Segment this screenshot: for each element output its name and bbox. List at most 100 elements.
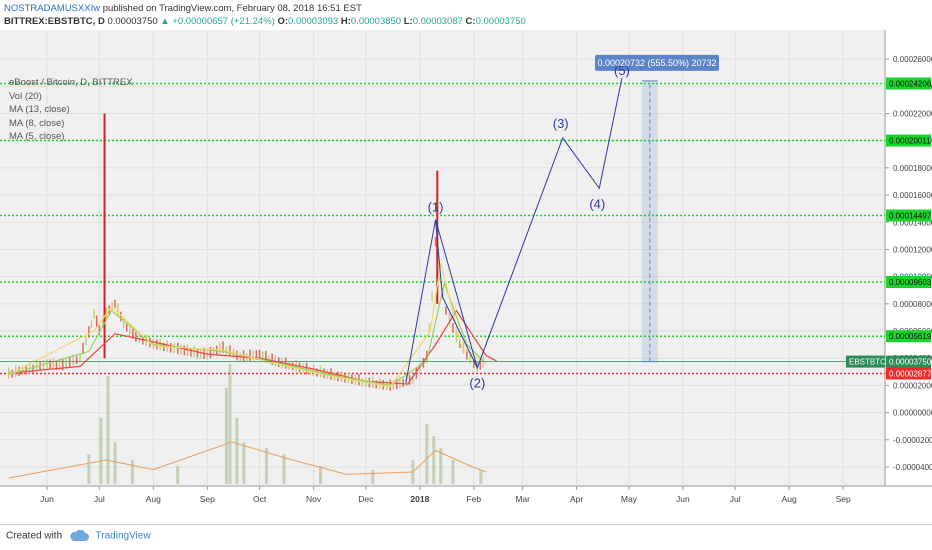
level-tag-label: 0.00002877 bbox=[889, 369, 932, 378]
y-tick-label: -0.00004000 bbox=[893, 463, 932, 472]
symbol-tag bbox=[846, 355, 885, 368]
level-tag bbox=[886, 330, 931, 343]
y-tick-label: 0.00016000 bbox=[893, 191, 932, 200]
level-tag bbox=[886, 134, 931, 147]
created-with-text: Created with bbox=[6, 530, 63, 542]
wave-label: (1) bbox=[428, 200, 444, 215]
x-tick-label: Aug bbox=[146, 494, 161, 504]
volume-bar bbox=[282, 454, 286, 484]
x-tick-label: 2018 bbox=[410, 494, 429, 504]
plot-background bbox=[0, 30, 885, 486]
y-tick-label: -0.00002000 bbox=[893, 436, 932, 445]
y-tick-label: 0.00012000 bbox=[893, 245, 932, 254]
measure-label-box bbox=[595, 54, 719, 71]
x-tick-label: Feb bbox=[467, 494, 482, 504]
high-value: 0.00003850 bbox=[350, 16, 402, 27]
volume-ma-line bbox=[8, 441, 487, 479]
low-value: 0.00003087 bbox=[412, 16, 463, 27]
open-value: 0.00003093 bbox=[288, 16, 339, 27]
close-value: 0.00003750 bbox=[475, 16, 526, 27]
elliott-wave-path bbox=[405, 78, 623, 383]
high-label: H: bbox=[340, 16, 351, 27]
tradingview-brand[interactable]: TradingView bbox=[95, 530, 151, 542]
level-tag-label: 0.00005619 bbox=[889, 332, 932, 341]
footer: Created with TradingView bbox=[0, 524, 932, 550]
volume-bar bbox=[439, 448, 443, 484]
price-axis-background bbox=[885, 30, 932, 486]
level-tag bbox=[886, 77, 931, 90]
volume-bar bbox=[432, 436, 436, 484]
x-tick-label: Apr bbox=[570, 494, 583, 504]
x-tick-label: Mar bbox=[515, 494, 530, 504]
x-tick-label: May bbox=[621, 494, 638, 504]
moving-average-line bbox=[8, 262, 487, 388]
level-tag bbox=[886, 209, 931, 222]
level-tag-label: 0.00014497 bbox=[889, 211, 932, 220]
x-tick-label: Jul bbox=[730, 494, 741, 504]
volume-bar bbox=[130, 460, 134, 484]
last-price-tag-label: 0.00003750 bbox=[889, 358, 932, 367]
x-tick-label: Aug bbox=[782, 494, 797, 504]
y-tick-label: 0.00000000 bbox=[893, 409, 932, 418]
volume-bar bbox=[479, 469, 483, 484]
volume-bar bbox=[242, 442, 246, 484]
level-tag bbox=[886, 367, 931, 380]
y-tick-label: 0.00008000 bbox=[893, 300, 932, 309]
x-tick-label: Jul bbox=[94, 494, 105, 504]
legend-ma13[interactable]: MA (13, close) bbox=[9, 104, 70, 115]
low-label: L: bbox=[403, 16, 413, 27]
volume-bar bbox=[113, 442, 117, 484]
y-tick-label: 0.00018000 bbox=[893, 164, 932, 173]
chart-header: NOSTRADAMUSXXIw published on TradingView… bbox=[0, 0, 932, 28]
legend-vol[interactable]: Vol (20) bbox=[9, 90, 42, 102]
symbol-label: BITTREX:EBSTBTC, D bbox=[4, 16, 105, 27]
legend-ma5[interactable]: MA (5, close) bbox=[9, 131, 65, 142]
volume-bar bbox=[99, 418, 103, 484]
wave-label: (4) bbox=[589, 196, 605, 211]
volume-bar bbox=[425, 424, 429, 484]
y-tick-label: 0.00014000 bbox=[893, 218, 932, 227]
chart-legend: eBoost / Bitcoin, D, BITTREX Vol (20) MA… bbox=[9, 76, 133, 144]
created-with: Created with TradingView bbox=[6, 530, 151, 542]
x-tick-label: Sep bbox=[200, 494, 215, 504]
x-tick-label: Sep bbox=[836, 494, 851, 504]
wave-label: (3) bbox=[553, 116, 569, 131]
chart-area[interactable]: 0.000260000.000240000.000220000.00020000… bbox=[0, 30, 932, 516]
volume-bar bbox=[319, 466, 323, 484]
y-tick-label: 0.00026000 bbox=[893, 55, 932, 64]
x-tick-label: Jun bbox=[676, 494, 690, 504]
volume-bar bbox=[228, 364, 232, 484]
tradingview-cloud-icon bbox=[70, 530, 89, 541]
volume-bar bbox=[371, 469, 375, 484]
level-tag-label: 0.00009603 bbox=[889, 278, 932, 287]
open-label: O: bbox=[277, 16, 289, 27]
level-tag-label: 0.00024206 bbox=[889, 80, 932, 89]
x-tick-label: Nov bbox=[306, 494, 322, 504]
price-chart[interactable]: 0.000260000.000240000.000220000.00020000… bbox=[0, 30, 932, 516]
y-tick-label: 0.00002000 bbox=[893, 381, 932, 390]
volume-bar bbox=[106, 376, 110, 484]
ohlc-line: BITTREX:EBSTBTC, D 0.00003750 ▲ +0.00000… bbox=[4, 16, 526, 28]
level-tag-label: 0.00020011 bbox=[889, 137, 931, 146]
published-text: published on TradingView.com, February 0… bbox=[100, 3, 362, 14]
symbol-tag-label: EBSTBTC bbox=[849, 358, 886, 367]
level-tag bbox=[886, 276, 931, 289]
close-label: C: bbox=[465, 16, 476, 27]
x-tick-label: Oct bbox=[253, 494, 267, 504]
last-value: 0.00003750 bbox=[107, 16, 158, 27]
elliott-wave-secondary bbox=[435, 219, 478, 368]
moving-average-line bbox=[8, 309, 497, 385]
wave-label: (2) bbox=[469, 376, 485, 391]
measure-label: 0.00020732 (555.50%) 20732 bbox=[597, 58, 716, 68]
legend-title: eBoost / Bitcoin, D, BITTREX bbox=[9, 77, 133, 88]
x-tick-label: Jun bbox=[40, 494, 54, 504]
author-link[interactable]: NOSTRADAMUSXXIw bbox=[4, 3, 101, 14]
legend-ma8[interactable]: MA (8, close) bbox=[9, 117, 65, 129]
volume-bar bbox=[265, 448, 269, 484]
change-value: ▲ +0.00000657 (+21.24%) bbox=[160, 16, 275, 27]
volume-bar bbox=[87, 454, 91, 484]
wave-label: (5) bbox=[614, 63, 630, 78]
volume-bar bbox=[235, 418, 239, 484]
x-tick-label: Dec bbox=[358, 494, 374, 504]
volume-bar bbox=[176, 466, 180, 484]
